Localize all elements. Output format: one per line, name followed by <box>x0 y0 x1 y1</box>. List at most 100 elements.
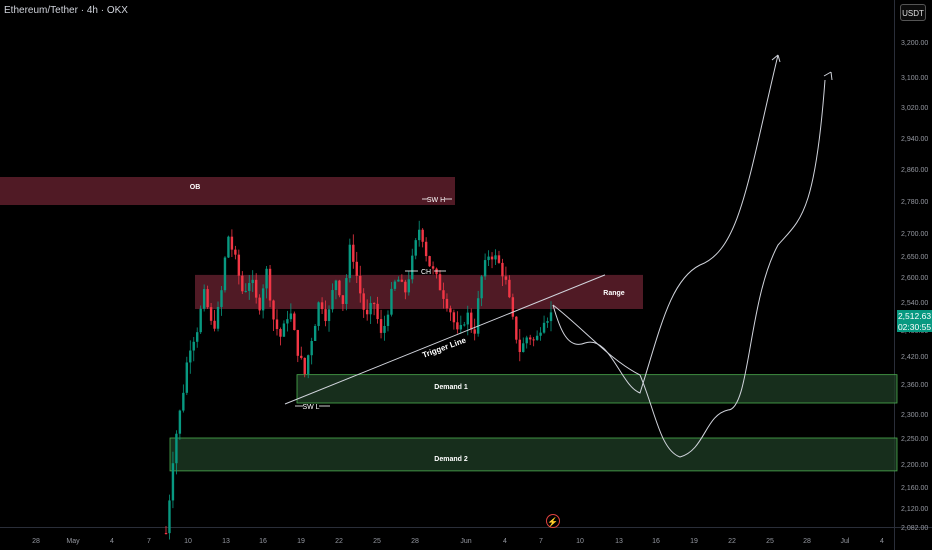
candle-body <box>497 255 501 263</box>
candle-body <box>209 307 213 321</box>
price-tick-label: 2,940.00 <box>901 136 928 143</box>
candle-body <box>303 357 306 374</box>
time-tick-label: 16 <box>259 538 267 545</box>
demand-2-zone[interactable] <box>169 437 898 472</box>
candle-body <box>490 256 494 260</box>
candle-body <box>168 500 171 534</box>
candle-body <box>428 256 431 267</box>
price-tick-label: 2,600.00 <box>901 275 928 282</box>
sw-l-label: SW L <box>302 404 319 411</box>
candle-body <box>320 302 324 310</box>
time-tick-label: 13 <box>615 538 623 545</box>
price-tick-label: 2,200.00 <box>901 462 928 469</box>
time-tick-label: 16 <box>652 538 660 545</box>
candle-body <box>241 275 244 292</box>
candle-body <box>449 308 452 313</box>
projection-arrowhead-2 <box>823 71 833 81</box>
trigger-line[interactable] <box>284 274 606 405</box>
candle-body <box>487 256 490 261</box>
candle-body <box>518 339 521 353</box>
candle-body <box>452 312 456 323</box>
price-tick-label: 2,700.00 <box>901 231 928 238</box>
ob-label: OB <box>190 184 201 191</box>
time-tick-label: 28 <box>32 538 40 545</box>
candle-body <box>386 314 390 326</box>
candle-body <box>268 268 272 301</box>
candle-body <box>532 339 535 341</box>
candle-body <box>189 350 192 363</box>
ob-zone[interactable] <box>0 177 455 205</box>
candle-body <box>463 324 466 326</box>
candle-body <box>390 288 393 315</box>
currency-button[interactable]: USDT <box>900 4 926 21</box>
candle-body <box>365 309 369 315</box>
lightning-icon[interactable]: ⚡ <box>546 514 560 528</box>
ch-label: CH <box>421 269 431 276</box>
candle-body <box>282 323 286 337</box>
candle-body <box>313 325 317 342</box>
candle-body <box>549 312 553 322</box>
candle-body <box>164 533 168 534</box>
time-axis[interactable]: 28 May 4 7 10 13 16 19 22 25 28 Jun 4 7 10 13 16 19 22 25 28… <box>32 538 884 545</box>
candle-body <box>324 309 327 322</box>
price-tick-label: 2,160.00 <box>901 485 928 492</box>
candle-body <box>431 266 435 269</box>
projection-path-2[interactable] <box>552 79 826 458</box>
candle-body <box>196 332 199 342</box>
candle-body <box>372 303 376 305</box>
candle-body <box>331 290 334 310</box>
time-tick-label: 25 <box>373 538 381 545</box>
candle-body <box>296 330 300 356</box>
price-tick-label: 3,020.00 <box>901 105 928 112</box>
candle-body <box>421 229 424 242</box>
candle-body <box>397 279 400 282</box>
candle-body <box>265 268 268 289</box>
candle-body <box>470 312 473 330</box>
candle-body <box>254 279 258 298</box>
price-tick-label: 2,860.00 <box>901 167 928 174</box>
price-tick-label: 2,420.00 <box>901 354 928 361</box>
candle-body <box>501 262 504 277</box>
time-tick-label: 4 <box>110 538 114 545</box>
time-tick-label: 28 <box>411 538 419 545</box>
candle-body <box>206 289 209 308</box>
candle-body <box>327 309 331 322</box>
price-tick-label: 2,540.00 <box>901 300 928 307</box>
candle-body <box>379 319 383 333</box>
time-tick-label: Jul <box>841 538 850 545</box>
zones-layer <box>0 177 898 472</box>
candle-body <box>341 295 345 304</box>
candle-body <box>175 433 178 464</box>
candle-body <box>438 274 442 291</box>
candle-body <box>258 297 261 311</box>
candle-body <box>244 290 247 292</box>
candle-body <box>261 288 265 311</box>
candle-body <box>528 337 532 340</box>
projection-arrowhead-1 <box>771 54 781 63</box>
candle-body <box>476 298 480 334</box>
candle-body <box>293 313 296 331</box>
time-tick-label: 22 <box>335 538 343 545</box>
candle-body <box>348 244 352 279</box>
projection-path-1[interactable] <box>552 54 779 394</box>
candle-body <box>504 276 508 280</box>
price-tick-label: 3,100.00 <box>901 75 928 82</box>
candle-body <box>286 319 289 324</box>
sw-h-label: SW H <box>427 197 445 204</box>
candle-body <box>359 275 362 294</box>
demand1-label: Demand 1 <box>434 384 468 391</box>
candle-body <box>522 343 525 353</box>
candle-body <box>178 410 182 434</box>
candle-body <box>307 355 310 374</box>
candle-body <box>248 283 251 291</box>
candle-body <box>369 303 372 315</box>
demand-1-zone[interactable] <box>296 374 898 404</box>
candle-body <box>213 320 216 329</box>
candle-body <box>442 290 445 299</box>
symbol-title[interactable]: Ethereum/Tether · 4h · OKX <box>4 5 128 16</box>
time-tick-label: 13 <box>222 538 230 545</box>
price-tick-label: 2,082.00 <box>901 525 928 532</box>
price-tick-label: 2,650.00 <box>901 254 928 261</box>
demand2-label: Demand 2 <box>434 456 468 463</box>
